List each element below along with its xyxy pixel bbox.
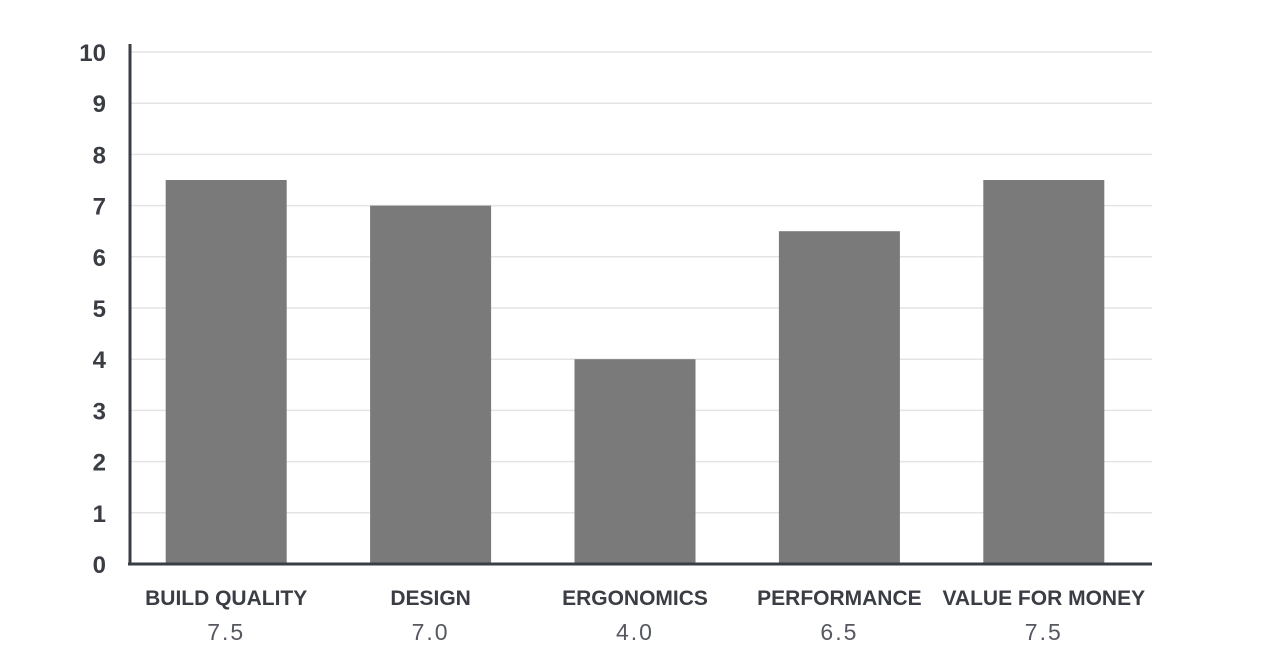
value-label: 7.0	[412, 619, 450, 645]
bar	[370, 205, 492, 564]
y-tick-label: 9	[93, 91, 106, 118]
category-label: DESIGN	[390, 587, 471, 610]
y-tick-label: 2	[93, 450, 106, 477]
bar	[165, 180, 287, 564]
value-label: 6.5	[820, 619, 858, 645]
gridlines	[130, 51, 1152, 514]
category-label: BUILD QUALITY	[145, 587, 307, 610]
value-label: 7.5	[1025, 619, 1063, 645]
bars	[165, 180, 1105, 564]
category-label: ERGONOMICS	[562, 587, 708, 610]
category-labels: BUILD QUALITY 7.5 DESIGN 7.0 ERGONOMICS 4.0 PE…	[145, 587, 1145, 645]
y-tick-label: 5	[93, 296, 106, 323]
y-tick-label: 1	[93, 501, 106, 528]
y-tick-label: 0	[93, 552, 106, 579]
y-tick-labels: 0 1 2 3 4 5 6 7 8 9 10	[79, 40, 106, 579]
bar	[574, 359, 696, 564]
y-tick-label: 7	[93, 194, 106, 221]
y-tick-label: 4	[93, 347, 107, 374]
category-label: VALUE FOR MONEY	[942, 587, 1145, 610]
y-tick-label: 6	[93, 245, 106, 272]
y-tick-label: 8	[93, 142, 106, 169]
y-tick-label: 3	[93, 398, 106, 425]
value-label: 7.5	[207, 619, 245, 645]
value-label: 4.0	[616, 619, 654, 645]
axes	[128, 44, 1152, 566]
bar	[983, 180, 1105, 564]
bar	[778, 231, 900, 564]
category-label: PERFORMANCE	[757, 587, 922, 610]
y-tick-label: 10	[79, 40, 106, 67]
